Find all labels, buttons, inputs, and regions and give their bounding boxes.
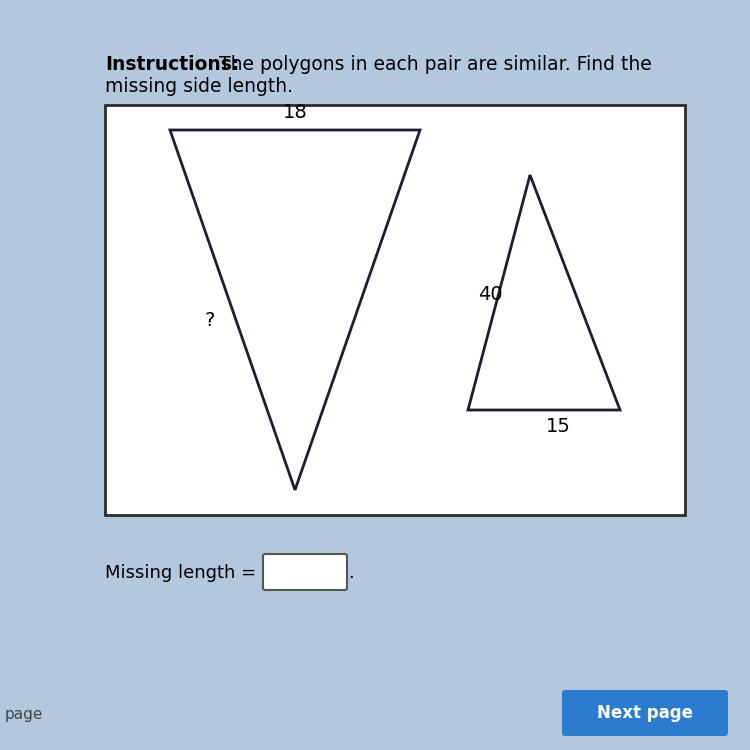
Text: The polygons in each pair are similar. Find the: The polygons in each pair are similar. F… bbox=[213, 55, 652, 74]
Text: 18: 18 bbox=[283, 103, 308, 122]
Text: Instructions:: Instructions: bbox=[105, 55, 239, 74]
FancyBboxPatch shape bbox=[105, 105, 685, 515]
Text: Missing length =: Missing length = bbox=[105, 564, 256, 582]
Text: page: page bbox=[5, 707, 44, 722]
Text: .: . bbox=[348, 564, 354, 582]
FancyBboxPatch shape bbox=[263, 554, 347, 590]
Text: 40: 40 bbox=[478, 286, 502, 304]
FancyBboxPatch shape bbox=[562, 690, 728, 736]
Text: missing side length.: missing side length. bbox=[105, 77, 293, 96]
Text: 15: 15 bbox=[545, 418, 571, 436]
Text: ?: ? bbox=[205, 310, 215, 329]
Text: Next page: Next page bbox=[597, 704, 693, 722]
